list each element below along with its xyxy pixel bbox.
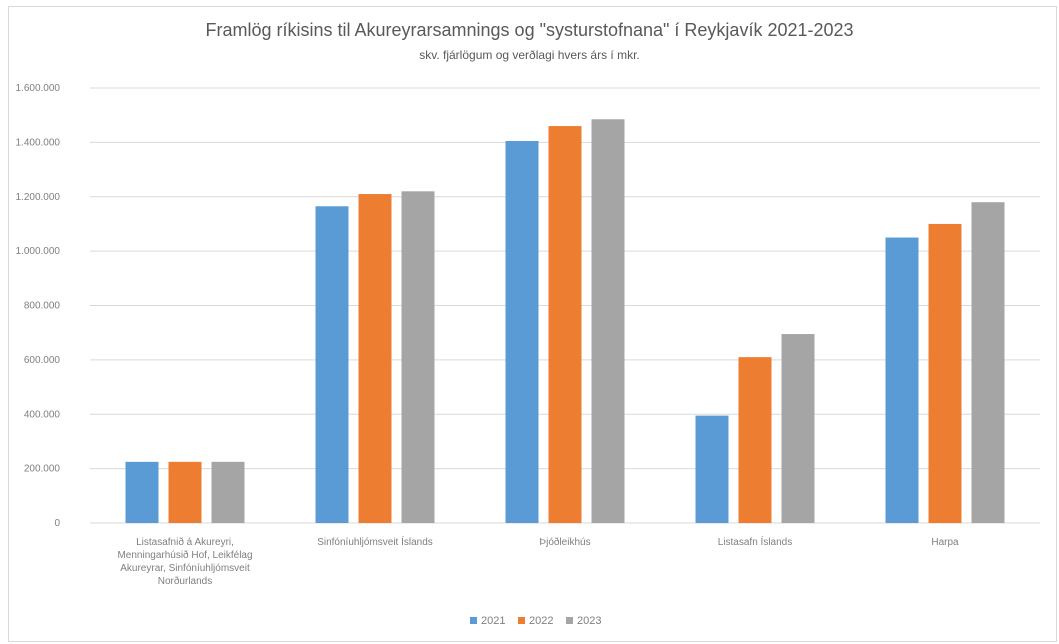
- y-tick-label: 200.000: [24, 464, 61, 475]
- x-category-label: Harpa: [931, 537, 959, 548]
- legend-label-2022: 2022: [529, 615, 553, 627]
- legend-label-2021: 2021: [481, 615, 505, 627]
- x-category-label: Sinfóníuhljómsveit Íslands: [317, 535, 433, 548]
- bar-2023: [781, 334, 815, 523]
- bar-2023: [401, 191, 435, 523]
- y-tick-label: 800.000: [24, 301, 61, 312]
- bar-2021: [885, 237, 919, 523]
- y-tick-label: 1.600.000: [16, 83, 61, 94]
- bar-2021: [315, 206, 349, 523]
- bar-2022: [738, 357, 772, 523]
- legend-swatch-2023: [566, 617, 573, 624]
- x-category-label: Listasafnið á Akureyri, Menningarhúsið Ho…: [117, 536, 252, 587]
- y-tick-label: 400.000: [24, 409, 61, 420]
- bar-2023: [591, 119, 625, 523]
- bars: [125, 119, 1005, 523]
- legend-swatch-2021: [470, 617, 477, 624]
- bar-2022: [548, 126, 582, 523]
- x-category-label: Þjóðleikhús: [539, 536, 590, 548]
- bar-2022: [358, 194, 392, 523]
- y-tick-label: 0: [54, 518, 60, 529]
- bar-2022: [928, 223, 962, 523]
- bar-2021: [695, 415, 729, 523]
- bar-2021: [505, 141, 539, 523]
- y-tick-label: 1.400.000: [16, 137, 61, 148]
- bar-2023: [971, 202, 1005, 523]
- legend-swatch-2022: [518, 617, 525, 624]
- y-tick-label: 600.000: [24, 355, 61, 366]
- legend: 2021 2022 2023: [470, 615, 601, 627]
- x-category-label: Listasafn Íslands: [718, 535, 793, 548]
- chart-title: Framlög ríkisins til Akureyrarsamnings o…: [205, 20, 854, 40]
- legend-label-2023: 2023: [577, 615, 601, 627]
- chart-subtitle: skv. fjárlögum og verðlagi hvers árs í m…: [419, 48, 640, 62]
- bar-2022: [168, 461, 202, 523]
- y-tick-label: 1.200.000: [16, 192, 61, 203]
- y-axis-ticks: 0 200.000 400.000 600.000 800.000 1.000.000 1.…: [16, 83, 61, 529]
- x-axis-labels: Listasafnið á Akureyri, Menningarhúsið Ho…: [117, 535, 959, 587]
- y-tick-label: 1.000.000: [16, 246, 61, 257]
- bar-2021: [125, 461, 159, 523]
- bar-2023: [211, 461, 245, 523]
